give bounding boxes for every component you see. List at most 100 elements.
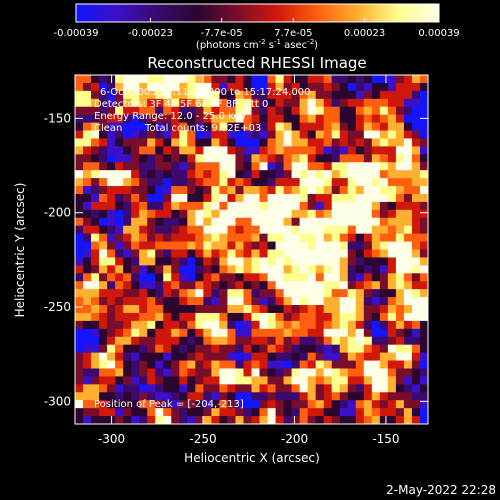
heatmap-cell [123,154,132,163]
heatmap-cell [83,193,92,203]
heatmap-cell [315,368,325,377]
heatmap-cell [315,320,325,330]
heatmap-cell [227,178,236,187]
heatmap-cell [187,241,196,250]
heatmap-cell [411,297,421,306]
heatmap-cell [243,400,252,409]
heatmap-cell [163,154,172,163]
heatmap-cell [355,98,365,108]
heatmap-cell [323,154,333,163]
heatmap-cell [307,138,317,147]
heatmap-cell [339,106,349,116]
heatmap-cell [275,178,284,187]
heatmap-cell [347,130,357,139]
heatmap-cell [267,400,276,409]
heatmap-cell [195,225,204,235]
heatmap-cell [139,186,148,195]
heatmap-cell [99,281,108,290]
heatmap-cell [259,273,268,282]
heatmap-cell [395,336,405,346]
heatmap-cell [355,352,365,361]
heatmap-cell [123,297,132,306]
heatmap-cell [171,75,180,84]
heatmap-cell [115,241,124,250]
heatmap-cell [179,170,188,179]
heatmap-cell [219,122,228,131]
heatmap-cell [419,193,429,203]
heatmap-cell [411,178,421,187]
heatmap-cell [307,281,317,290]
heatmap-cell [411,289,421,298]
heatmap-cell [363,138,373,147]
heatmap-cell [235,201,244,211]
heatmap-cell [131,122,140,131]
heatmap-cell [195,328,204,338]
heatmap-cell [283,217,293,227]
heatmap-cell [227,138,236,147]
heatmap-cell [275,328,284,338]
heatmap-cell [195,297,204,306]
heatmap-cell [91,336,100,346]
heatmap-cell [371,257,381,266]
heatmap-cell [403,289,413,298]
heatmap-cell [99,209,108,219]
heatmap-cell [171,305,180,314]
heatmap-cell [419,75,429,84]
heatmap-cell [395,384,405,393]
heatmap-cell [195,344,204,354]
heatmap-cell [187,368,196,377]
heatmap-cell [283,75,293,84]
heatmap-cell [75,170,84,179]
heatmap-cell [219,305,228,314]
heatmap-cell [283,122,293,131]
heatmap-cell [251,328,260,338]
heatmap-cell [99,305,108,314]
heatmap-cell [195,241,204,250]
heatmap-cell [203,178,212,187]
heatmap-cell [387,225,397,235]
heatmap-cell [379,170,389,179]
heatmap-cell [115,98,124,108]
heatmap-cell [227,312,236,322]
heatmap-cell [75,193,84,203]
heatmap-cell [395,217,405,227]
heatmap-cell [299,82,309,92]
heatmap-cell [363,352,373,361]
heatmap-cell [419,336,429,346]
heatmap-cell [91,360,100,369]
heatmap-cell [283,392,293,401]
heatmap-cell [147,170,156,179]
heatmap-cell [163,193,172,203]
heatmap-cell [419,106,429,116]
heatmap-cell [251,289,260,298]
heatmap-cell [91,170,100,179]
heatmap-cell [275,376,284,385]
heatmap-cell [211,217,220,227]
heatmap-cell [75,241,84,250]
heatmap-cell [123,249,132,258]
heatmap-cell [291,75,301,84]
heatmap-cell [363,201,373,211]
heatmap-cell [123,392,132,401]
heatmap-cell [195,82,204,92]
heatmap-cell [299,320,309,330]
heatmap-cell [179,162,188,171]
heatmap-cell [363,106,373,116]
heatmap-cell [91,82,100,92]
heatmap-cell [315,130,325,139]
heatmap-cell [299,328,309,338]
heatmap-cell [211,305,220,314]
heatmap-cell [163,122,172,131]
heatmap-cell [83,265,92,274]
heatmap-cell [323,257,333,266]
heatmap-cell [75,162,84,171]
heatmap-cell [155,114,164,123]
heatmap-cell [243,186,252,195]
heatmap-cell [195,106,204,116]
heatmap-cell [363,154,373,163]
heatmap-cell [131,344,140,354]
heatmap-cell [83,90,92,100]
heatmap-cell [251,281,260,290]
heatmap-cell [179,75,188,84]
heatmap-cell [315,201,325,211]
